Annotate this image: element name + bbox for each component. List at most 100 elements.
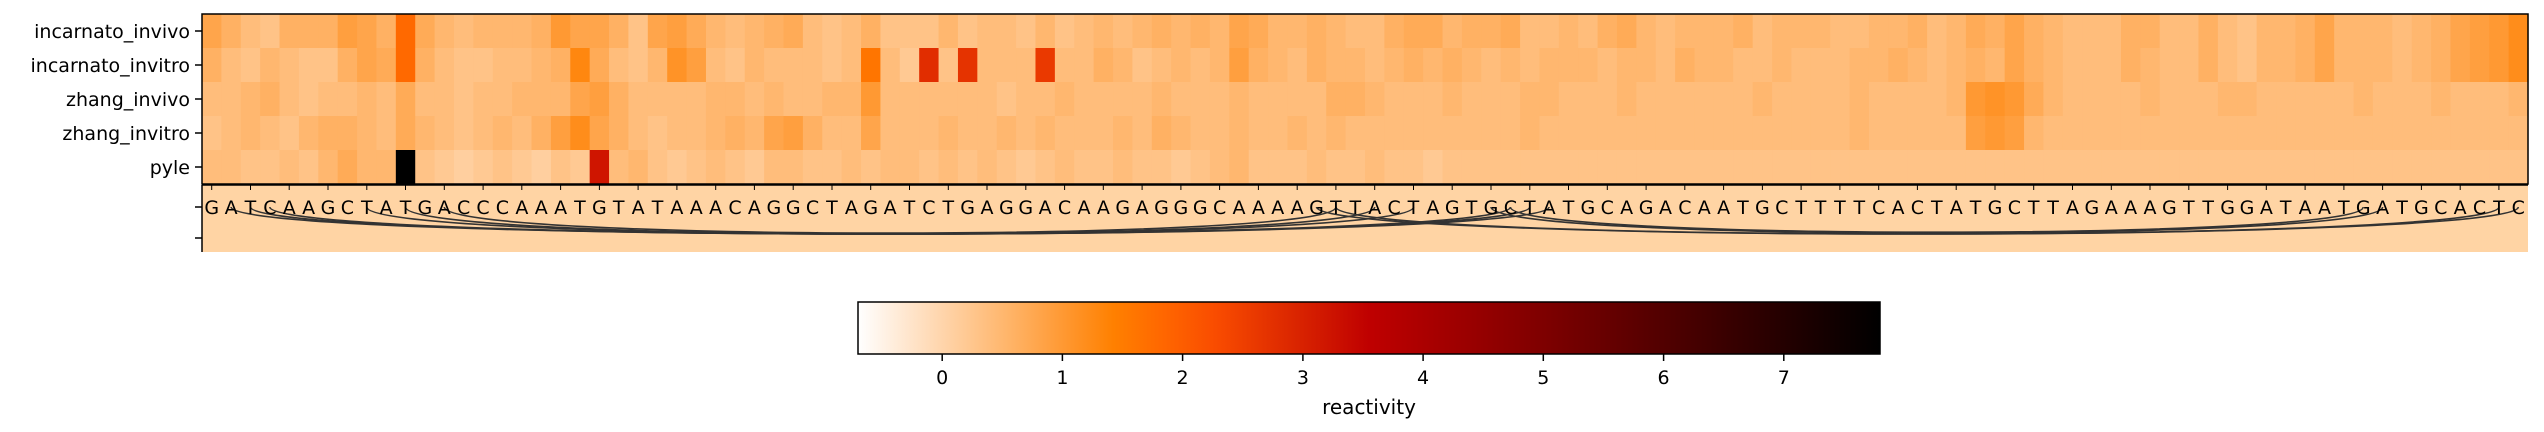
heatmap-cell: [2314, 150, 2335, 185]
sequence-letter: A: [2376, 197, 2389, 219]
heatmap-cell: [2082, 82, 2103, 117]
base-pair-arc: [1335, 206, 2500, 235]
heatmap-cell: [1849, 14, 1870, 49]
sequence-letter: T: [1349, 197, 1362, 219]
sequence-letter: C: [1504, 197, 1517, 219]
sequence-letter: A: [2124, 197, 2137, 219]
heatmap-cell: [899, 48, 920, 83]
heatmap-cell: [647, 116, 668, 151]
sequence-letter: G: [2414, 197, 2429, 219]
heatmap-cell: [1694, 116, 1715, 151]
heatmap-cell: [531, 14, 552, 49]
heatmap-cell: [1539, 116, 1560, 151]
heatmap-cell: [1403, 82, 1424, 117]
heatmap-cell: [1713, 82, 1734, 117]
sequence-letter: G: [1445, 197, 1460, 219]
sequence-letter: T: [573, 197, 586, 219]
sequence-letter: G: [1173, 197, 1188, 219]
sequence-letter: T: [1930, 197, 1943, 219]
base-pair-arc: [1509, 206, 2364, 233]
heatmap-cell: [686, 48, 707, 83]
sequence-letter: A: [302, 197, 315, 219]
heatmap-cell: [802, 48, 823, 83]
heatmap-cell: [822, 82, 843, 117]
heatmap-cell: [1384, 48, 1405, 83]
heatmap-cell: [996, 48, 1017, 83]
heatmap-cell: [1636, 82, 1657, 117]
sequence-letter: A: [283, 197, 296, 219]
heatmap-cell: [1132, 82, 1153, 117]
colorbar-tick-label: 4: [1417, 367, 1429, 389]
heatmap-cell: [415, 48, 436, 83]
heatmap-cell: [1345, 14, 1366, 49]
heatmap-cell: [1016, 14, 1037, 49]
heatmap-cell: [705, 150, 726, 185]
row-label: zhang_invivo: [66, 89, 190, 111]
heatmap-cell: [1713, 14, 1734, 49]
heatmap-cell: [1675, 150, 1696, 185]
heatmap-cell: [357, 82, 378, 117]
heatmap-cell: [1171, 116, 1192, 151]
heatmap-cell: [2489, 150, 2510, 185]
heatmap-cell: [337, 116, 358, 151]
heatmap-cell: [1035, 150, 1056, 185]
heatmap-cell: [1248, 116, 1269, 151]
heatmap-cell: [1365, 150, 1385, 185]
heatmap-cell: [2237, 48, 2258, 83]
sequence-letter: C: [496, 197, 509, 219]
heatmap-cell: [1655, 150, 1676, 185]
heatmap-cell: [1772, 82, 1793, 117]
heatmap-cell: [2372, 116, 2393, 151]
heatmap-cell: [570, 150, 591, 185]
heatmap-cell: [1190, 82, 1211, 117]
heatmap-cell: [2295, 116, 2316, 151]
heatmap-cell: [1074, 82, 1095, 117]
heatmap-cell: [570, 48, 591, 83]
heatmap-cell: [1229, 82, 1250, 117]
heatmap-cell: [744, 82, 765, 117]
heatmap-cell: [1016, 82, 1037, 117]
sequence-letter: C: [2473, 197, 2486, 219]
sequence-letter: T: [2046, 197, 2059, 219]
heatmap-cell: [2431, 48, 2452, 83]
heatmap-cell: [1093, 150, 1114, 185]
heatmap-cell: [609, 150, 630, 185]
sequence-letter: A: [1039, 197, 1052, 219]
heatmap-cell: [899, 116, 920, 151]
sequence-letter: A: [1426, 197, 1439, 219]
heatmap-cell: [221, 116, 242, 151]
heatmap-cell: [861, 14, 882, 49]
sequence-letter: G: [1988, 197, 2003, 219]
heatmap-cell: [1074, 116, 1095, 151]
heatmap-cell: [1791, 82, 1812, 117]
heatmap-cell: [298, 14, 319, 49]
heatmap-cell: [1016, 116, 1037, 151]
heatmap-cell: [1500, 150, 1521, 185]
heatmap-cell: [1927, 82, 1948, 117]
heatmap-cell: [725, 82, 746, 117]
heatmap-cell: [550, 150, 571, 185]
heatmap-cell: [1694, 82, 1715, 117]
heatmap-cell: [1016, 150, 1037, 185]
heatmap-cell: [473, 14, 494, 49]
heatmap-cell: [1558, 150, 1579, 185]
heatmap-cell: [1151, 14, 1172, 49]
heatmap-cell: [2101, 150, 2122, 185]
sequence-letter: C: [1911, 197, 1924, 219]
colorbar-tick-label: 0: [936, 367, 948, 389]
heatmap-cell: [861, 48, 882, 83]
heatmap-cell: [802, 14, 823, 49]
heatmap-cell: [2450, 14, 2471, 49]
heatmap-cell: [337, 14, 358, 49]
heatmap-cell: [1985, 14, 2006, 49]
heatmap-cell: [1830, 14, 1851, 49]
heatmap-cell: [1113, 14, 1133, 49]
heatmap-cell: [202, 14, 222, 49]
heatmap-cell: [957, 150, 978, 185]
sequence-letter: A: [1368, 197, 1381, 219]
heatmap-cell: [1849, 48, 1870, 83]
heatmap-cell: [550, 82, 571, 117]
sequence-letter: G: [1309, 197, 1324, 219]
sequence-letter: G: [2220, 197, 2235, 219]
heatmap-cell: [686, 14, 707, 49]
